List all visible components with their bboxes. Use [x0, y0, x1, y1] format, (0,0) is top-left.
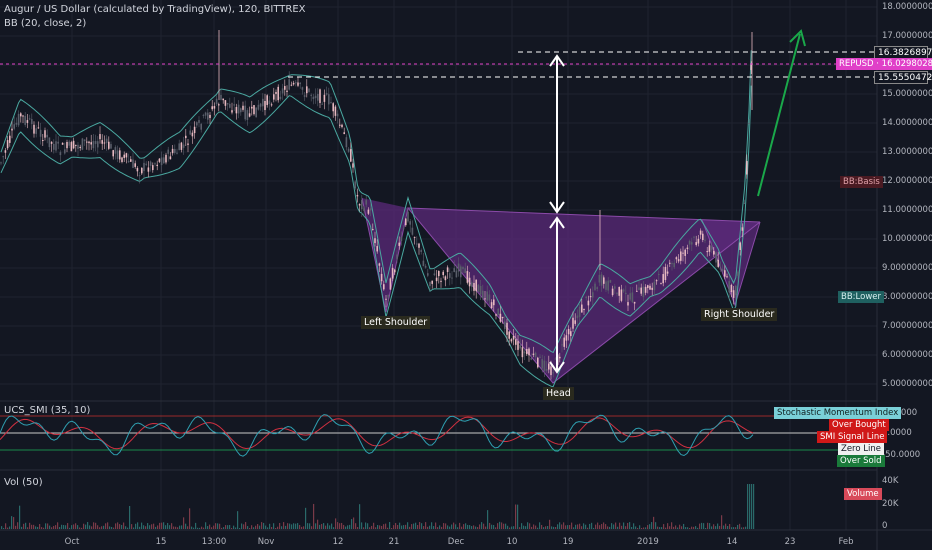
vol-tick-40k: 40K: [882, 476, 899, 486]
smi-signal-tag: SMI Signal Line: [817, 431, 888, 443]
bb-lower-tag: BB:Lower: [838, 291, 884, 303]
time-tick: 19: [562, 537, 574, 547]
price-tick: 11.00000000: [882, 205, 932, 215]
time-tick: 21: [388, 537, 400, 547]
bb-indicator-label[interactable]: BB (20, close, 2): [4, 18, 87, 29]
bb-lower-band: [0, 85, 752, 388]
price-tick: 18.00000000: [882, 2, 932, 12]
bb-basis-tag: BB:Basis: [840, 176, 883, 188]
volume-tag: Volume: [844, 488, 882, 500]
zero-line-tag: Zero Line: [838, 443, 884, 455]
time-tick: 15: [155, 537, 167, 547]
vol-tick-20k: 20K: [882, 499, 899, 509]
target-arrow: [757, 29, 806, 197]
right-shoulder-label: Right Shoulder: [701, 308, 778, 321]
time-tick: 13:00: [201, 537, 227, 547]
left-shoulder-label: Left Shoulder: [361, 316, 431, 329]
price-tick: 14.00000000: [882, 118, 932, 128]
time-tick: 12: [332, 537, 344, 547]
price-candles: [0, 30, 753, 380]
over-sold-tag: Over Sold: [837, 455, 885, 467]
bb-upper-band: [0, 50, 752, 354]
vol-tick-0: 0: [882, 521, 888, 531]
time-tick: 14: [726, 537, 738, 547]
volume-bars: [1, 484, 755, 529]
level-price-tag: 15.55504726: [874, 71, 932, 84]
inverse-head-shoulders-pattern[interactable]: [361, 197, 761, 384]
price-tick: 17.00000000: [882, 31, 932, 41]
smi-main-line: [0, 414, 754, 457]
price-tick: 13.00000000: [882, 147, 932, 157]
time-tick: 23: [784, 537, 796, 547]
current-price-tag: REPUSD · 16.02980280: [836, 58, 932, 70]
price-tick: 5.00000000: [882, 379, 932, 389]
measure-arrows: [549, 54, 565, 374]
smi-tick-0: 0.0000: [882, 428, 912, 438]
time-tick: 10: [506, 537, 518, 547]
over-bought-tag: Over Bought: [829, 419, 889, 431]
head-label: Head: [543, 387, 574, 400]
price-tick: 12.00000000: [882, 176, 932, 186]
time-tick: Dec: [447, 537, 465, 547]
price-tick: 10.00000000: [882, 234, 932, 244]
smi-tick-neg50: -50.0000: [882, 450, 921, 460]
time-tick: 2019: [637, 537, 659, 547]
price-tick: 15.00000000: [882, 89, 932, 99]
smi-name-tag: Stochastic Momentum Index: [774, 407, 902, 419]
price-tick: 9.00000000: [882, 263, 932, 273]
time-tick: Oct: [64, 537, 80, 547]
volume-indicator-label[interactable]: Vol (50): [4, 477, 43, 488]
time-tick: Feb: [838, 537, 854, 547]
chart-title: Augur / US Dollar (calculated by Trading…: [4, 4, 306, 15]
price-tick: 6.00000000: [882, 350, 932, 360]
time-tick: Nov: [257, 537, 275, 547]
price-tick: 8.00000000: [882, 292, 932, 302]
smi-indicator-label[interactable]: UCS_SMI (35, 10): [4, 405, 91, 416]
price-tick: 7.00000000: [882, 321, 932, 331]
